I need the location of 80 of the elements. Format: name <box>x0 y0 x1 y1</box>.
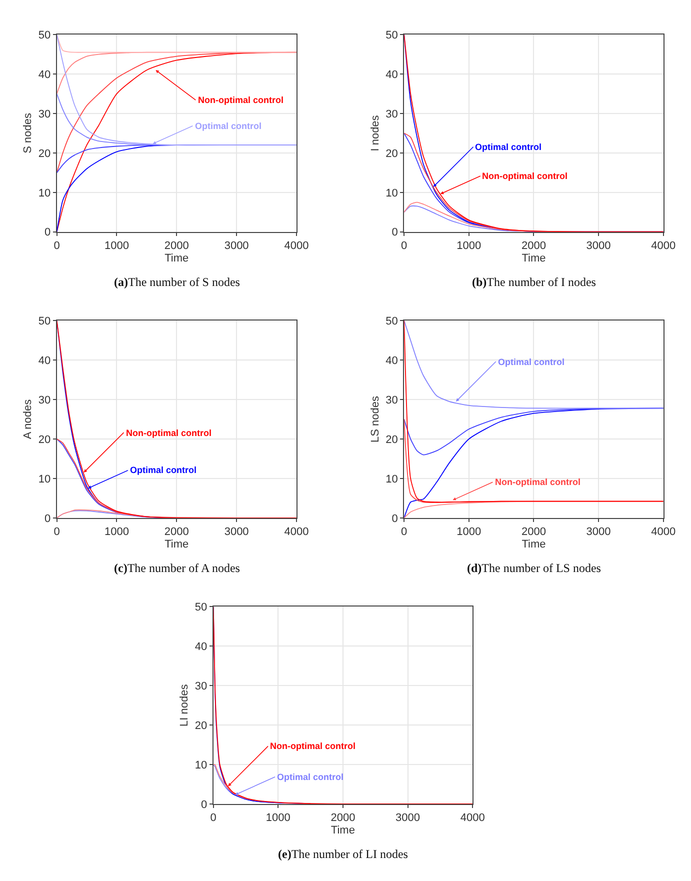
x-tick-label: 2000 <box>521 240 546 252</box>
annotation: Non-optimal control <box>198 95 284 105</box>
y-tick-label: 10 <box>386 473 398 486</box>
y-tick-label: 0 <box>392 226 398 239</box>
x-tick-label: 4000 <box>651 240 676 252</box>
x-tick-label: 0 <box>210 812 216 824</box>
annotation: Optimal control <box>277 772 344 782</box>
text: (b)The number of I nodes <box>472 275 596 289</box>
y-tick-label: 30 <box>194 680 208 692</box>
y-axis-title: LI nodes <box>178 684 191 726</box>
x-axis-title: Time <box>522 538 546 550</box>
x-tick-label: 3000 <box>224 526 249 538</box>
y-tick-label: 0 <box>44 226 51 239</box>
x-axis-title: Time <box>164 252 189 264</box>
y-tick-label: 20 <box>194 720 208 732</box>
x-tick-label: 3000 <box>396 812 420 824</box>
x-tick-label: 1000 <box>456 240 482 252</box>
y-tick-label: 20 <box>38 434 51 446</box>
x-tick-label: 0 <box>54 526 60 538</box>
y-tick-label: 40 <box>386 68 398 81</box>
y-tick-label: 20 <box>386 148 398 160</box>
x-tick-label: 1000 <box>104 240 129 252</box>
x-tick-label: 2000 <box>164 240 189 252</box>
y-tick-label: 0 <box>392 512 398 525</box>
y-tick-label: 40 <box>38 354 51 367</box>
annotation: Optimal control <box>475 142 542 152</box>
y-tick-label: 50 <box>38 315 51 328</box>
y-tick-label: 0 <box>201 798 208 811</box>
x-tick-label: 3000 <box>224 240 249 252</box>
y-tick-label: 0 <box>44 512 51 525</box>
x-tick-label: 3000 <box>586 526 611 538</box>
y-tick-label: 40 <box>386 354 398 367</box>
x-tick-label: 4000 <box>651 526 676 538</box>
y-tick-label: 50 <box>194 602 208 614</box>
y-tick-label: 30 <box>38 394 51 406</box>
x-tick-label: 4000 <box>460 812 485 824</box>
y-tick-label: 30 <box>386 394 398 406</box>
y-tick-label: 50 <box>38 29 51 42</box>
x-axis-title: Time <box>330 824 355 836</box>
x-tick-label: 0 <box>401 240 408 252</box>
x-axis-title: Time <box>522 252 546 264</box>
y-tick-label: 40 <box>38 68 51 81</box>
y-tick-label: 50 <box>386 29 398 42</box>
text: (c)The number of A nodes <box>114 561 240 575</box>
y-tick-label: 30 <box>386 108 398 120</box>
x-tick-label: 1000 <box>266 812 290 824</box>
x-tick-label: 4000 <box>284 240 309 252</box>
annotation: Non-optimal control <box>495 477 580 487</box>
x-tick-label: 1000 <box>456 526 482 538</box>
y-tick-label: 10 <box>38 473 51 486</box>
x-tick-label: 2000 <box>521 526 546 538</box>
y-tick-label: 20 <box>38 148 51 160</box>
y-tick-label: 10 <box>386 187 398 200</box>
annotation: Optimal control <box>130 465 197 475</box>
annotation: Non-optimal control <box>126 428 212 438</box>
y-tick-label: 10 <box>194 759 208 772</box>
x-axis-title: Time <box>164 538 189 550</box>
y-tick-label: 20 <box>386 434 398 446</box>
text: (e)The number of LI nodes <box>278 847 408 861</box>
y-tick-label: 40 <box>194 641 208 653</box>
x-tick-label: 1000 <box>104 526 129 538</box>
y-tick-label: 50 <box>386 315 398 328</box>
y-axis-title: I nodes <box>369 114 382 152</box>
x-tick-label: 0 <box>54 240 60 252</box>
x-tick-label: 4000 <box>284 526 309 538</box>
y-axis-title: S nodes <box>22 112 34 154</box>
annotation: Non-optimal control <box>482 171 568 181</box>
y-tick-label: 30 <box>38 108 51 120</box>
x-tick-label: 0 <box>401 526 408 538</box>
x-tick-label: 2000 <box>164 526 189 538</box>
annotation: Non-optimal control <box>270 741 356 751</box>
annotation: Optimal control <box>195 121 262 131</box>
x-tick-label: 3000 <box>586 240 611 252</box>
text: (a)The number of S nodes <box>114 275 240 289</box>
y-axis-title: A nodes <box>22 398 34 440</box>
text: (d)The number of LS nodes <box>467 561 602 575</box>
x-tick-label: 2000 <box>330 812 356 824</box>
y-axis-title: LS nodes <box>369 396 382 443</box>
y-tick-label: 10 <box>38 187 51 200</box>
annotation: Optimal control <box>498 357 565 367</box>
